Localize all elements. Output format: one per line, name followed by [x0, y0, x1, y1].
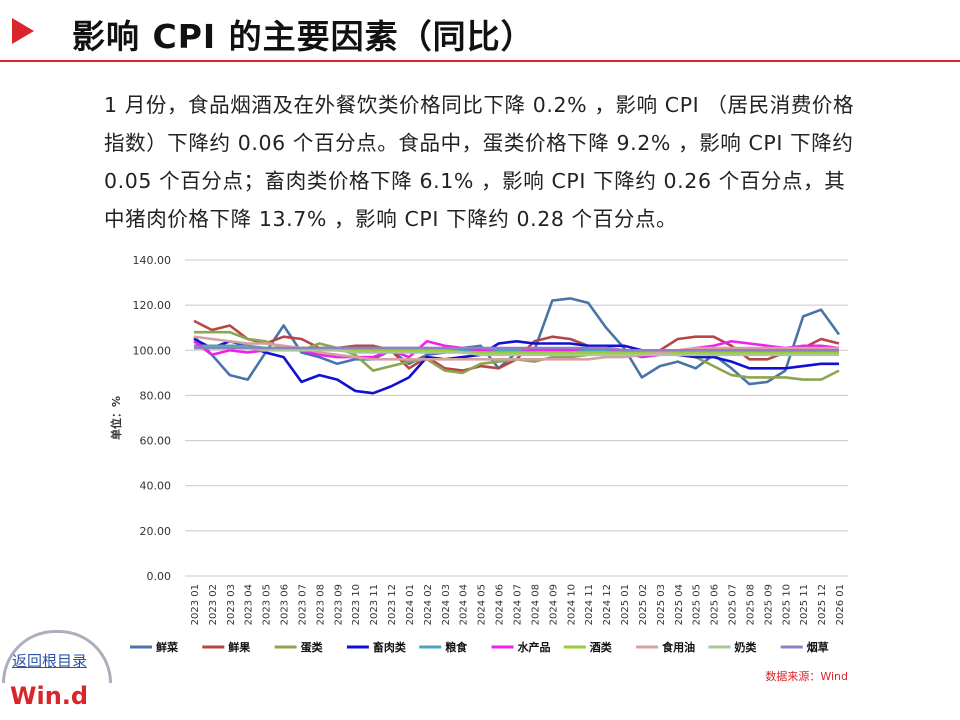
y-axis-label: 单位：% — [109, 396, 123, 440]
series-line — [194, 346, 839, 357]
x-tick-label: 2024 05 — [477, 584, 488, 625]
legend-label: 奶类 — [734, 640, 757, 654]
x-tick-label: 2024 03 — [441, 584, 452, 625]
y-tick-label: 140.00 — [133, 254, 172, 267]
page-title: 影响 CPI 的主要因素（同比） — [72, 17, 535, 56]
x-tick-label: 2025 03 — [656, 584, 667, 625]
line-chart: 0.00 20.00 40.00 60.00 80.00 100.00 120.00 140.… — [100, 250, 860, 690]
x-tick-label: 2025 04 — [674, 584, 685, 625]
x-tick-label: 2025 10 — [781, 584, 792, 625]
x-tick-label: 2023 04 — [244, 584, 255, 625]
y-tick-label: 40.00 — [140, 480, 172, 493]
legend-label: 畜肉类 — [373, 640, 407, 654]
y-tick-label: 80.00 — [140, 389, 172, 402]
legend-label: 鲜菜 — [156, 640, 179, 654]
x-tick-label: 2023 02 — [208, 584, 219, 625]
wind-logo: Win.d — [10, 682, 89, 710]
x-tick-label: 2024 01 — [405, 584, 416, 625]
x-tick-label: 2023 11 — [369, 584, 380, 625]
x-tick-label: 2024 12 — [602, 584, 613, 625]
x-tick-label: 2025 02 — [638, 584, 649, 625]
x-tick-label: 2025 09 — [763, 584, 774, 625]
y-tick-label: 100.00 — [133, 344, 172, 357]
legend-label: 水产品 — [518, 640, 551, 654]
x-tick-label: 2025 07 — [728, 584, 739, 625]
x-tick-label: 2024 02 — [423, 584, 434, 625]
y-tick-label: 60.00 — [140, 435, 172, 448]
series-line — [193, 337, 839, 395]
x-tick-label: 2025 08 — [745, 584, 756, 625]
x-tick-label: 2023 06 — [280, 584, 291, 625]
x-tick-label: 2025 01 — [620, 584, 631, 625]
x-tick-label: 2025 06 — [710, 584, 721, 625]
y-tick-label: 20.00 — [140, 525, 172, 538]
x-tick-label: 2025 12 — [817, 584, 828, 625]
title-divider — [0, 60, 960, 62]
series-line — [194, 346, 839, 352]
x-tick-label: 2023 12 — [387, 584, 398, 625]
legend-label: 食用油 — [662, 640, 695, 654]
back-to-root-link[interactable]: 返回根目录 — [12, 652, 88, 670]
x-tick-label: 2025 05 — [692, 584, 703, 625]
source-note: 数据来源：Wind — [765, 669, 848, 683]
x-tick-label: 2023 05 — [262, 584, 273, 625]
x-tick-label: 2024 10 — [566, 584, 577, 625]
x-tick-label: 2024 07 — [513, 584, 524, 625]
x-tick-label: 2024 09 — [548, 584, 559, 625]
legend-label: 酒类 — [590, 640, 613, 654]
x-tick-label: 2023 01 — [190, 584, 201, 625]
x-tick-label: 2024 06 — [495, 584, 506, 625]
legend-label: 蛋类 — [301, 640, 324, 654]
x-tick-label: 2024 11 — [584, 584, 595, 625]
x-tick-label: 2025 11 — [799, 584, 810, 625]
x-tick-label: 2023 03 — [226, 584, 237, 625]
x-tick-label: 2023 08 — [315, 584, 326, 625]
x-tick-label: 2026 01 — [835, 584, 846, 625]
x-tick-label: 2023 10 — [351, 584, 362, 625]
legend-label: 鲜果 — [228, 640, 250, 654]
y-tick-label: 120.00 — [133, 299, 172, 312]
chart-svg: 0.00 20.00 40.00 60.00 80.00 100.00 120.00 140.… — [109, 254, 848, 683]
legend-label: 粮食 — [445, 640, 468, 654]
x-tick-label: 2023 09 — [333, 584, 344, 625]
legend-label: 烟草 — [807, 640, 829, 654]
x-tick-label: 2024 04 — [459, 584, 470, 625]
y-tick-label: 0.00 — [147, 570, 172, 583]
x-tick-label: 2023 07 — [297, 584, 308, 625]
title-arrow-icon — [12, 18, 34, 44]
x-tick-label: 2024 08 — [530, 584, 541, 625]
body-paragraph: 1 月份，食品烟酒及在外餐饮类价格同比下降 0.2% ，影响 CPI （居民消费… — [104, 93, 855, 231]
